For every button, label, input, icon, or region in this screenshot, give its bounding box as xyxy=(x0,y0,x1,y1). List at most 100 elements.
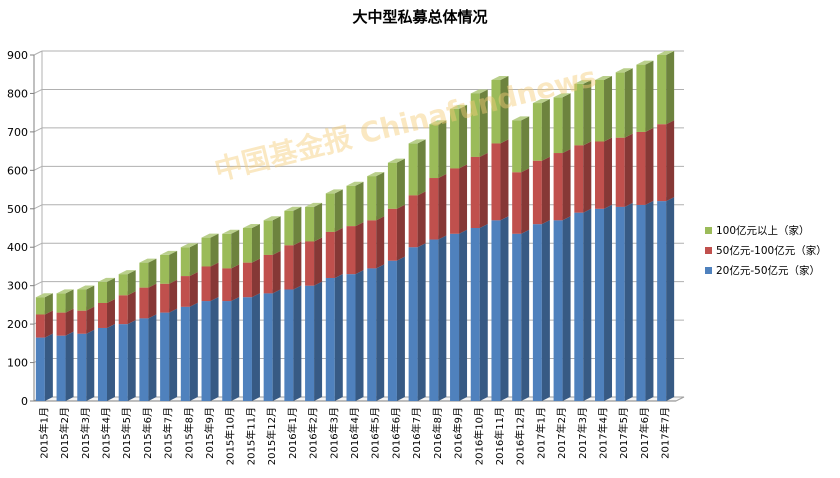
bar-segment xyxy=(201,233,219,267)
bar-stack xyxy=(532,99,550,401)
x-tick-label: 2016年4月 xyxy=(348,407,361,459)
bar-segment xyxy=(160,279,178,313)
legend-item: 20亿元-50亿元（家） xyxy=(705,264,820,277)
bar-segment xyxy=(574,79,592,146)
gridline-depth xyxy=(33,165,43,171)
bar-stack xyxy=(553,93,571,401)
bar-segment xyxy=(160,308,178,401)
bar-segment xyxy=(97,323,115,401)
bar-segment xyxy=(346,222,364,275)
x-tick-labels: 2015年1月 2015年2月 2015年3月 2015年4月 2015年5月 2015年… xyxy=(37,407,671,465)
bar-stack xyxy=(450,104,468,401)
gridline-depth xyxy=(33,242,43,248)
bar-segment xyxy=(97,277,115,303)
bar-stack xyxy=(636,60,654,401)
y-tick-label: 300 xyxy=(7,280,28,293)
legend-item: 100亿元以上（家） xyxy=(705,224,810,237)
bar-segment xyxy=(160,250,178,284)
legend-label: 100亿元以上（家） xyxy=(716,224,810,237)
bar-segment xyxy=(387,256,405,401)
bar-segment xyxy=(284,241,302,290)
bar-stack xyxy=(429,120,447,401)
bar-segment xyxy=(491,216,509,401)
bar-segment xyxy=(450,164,468,234)
bar-segment xyxy=(263,250,281,294)
bar-stack xyxy=(139,258,157,401)
bar-stack xyxy=(595,75,613,401)
bar-segment xyxy=(387,158,405,209)
bar-segment xyxy=(118,270,136,296)
bar-segment xyxy=(553,216,571,401)
bar-segment xyxy=(470,89,488,157)
bar-segment xyxy=(180,243,198,277)
bar-stack xyxy=(242,224,260,401)
gridline-depth xyxy=(33,50,43,56)
x-tick-label: 2015年1月 xyxy=(37,407,50,459)
bar-segment xyxy=(429,120,447,179)
bar-segment xyxy=(532,220,550,401)
bar-segment xyxy=(139,258,157,288)
bar-segment xyxy=(305,237,323,286)
bar-stack xyxy=(657,51,675,401)
bar-stack xyxy=(408,139,426,401)
bar-segment xyxy=(139,283,157,319)
bar-stack xyxy=(387,158,405,401)
bar-segment xyxy=(284,206,302,246)
bar-stack xyxy=(491,75,509,401)
bar-segment xyxy=(553,93,571,154)
bar-segment xyxy=(118,291,136,325)
x-tick-label: 2015年3月 xyxy=(79,407,92,459)
bar-segment xyxy=(77,306,95,334)
x-tick-label: 2016年3月 xyxy=(327,407,340,459)
bar-segment xyxy=(470,152,488,228)
bar-stack xyxy=(35,293,53,401)
y-tick-label: 900 xyxy=(7,49,28,62)
bar-segment xyxy=(263,289,281,401)
bar-stack xyxy=(284,206,302,401)
bar-segment xyxy=(657,120,675,202)
x-tick-label: 2017年7月 xyxy=(659,407,672,459)
bar-stack xyxy=(77,285,95,401)
x-tick-label: 2015年6月 xyxy=(141,407,154,459)
x-tick-label: 2016年2月 xyxy=(307,407,320,459)
x-tick-label: 2016年5月 xyxy=(369,407,382,459)
bar-segment xyxy=(180,302,198,401)
y-tick-label: 200 xyxy=(7,318,28,331)
x-tick-label: 2017年2月 xyxy=(555,407,568,459)
gridline-depth xyxy=(33,127,43,133)
y-tick-label: 500 xyxy=(7,203,28,216)
bar-segment xyxy=(325,227,343,278)
bar-stack xyxy=(56,289,74,401)
bar-segment xyxy=(532,156,550,225)
bar-segment xyxy=(325,273,343,401)
x-tick-label: 2017年1月 xyxy=(534,407,547,459)
bar-segment xyxy=(367,264,385,401)
y-tick-label: 600 xyxy=(7,164,28,177)
legend-swatch xyxy=(705,247,712,254)
x-tick-label: 2015年5月 xyxy=(120,407,133,459)
bar-segment xyxy=(574,141,592,213)
x-tick-label: 2017年6月 xyxy=(638,407,651,459)
bar-segment xyxy=(636,127,654,205)
bar-stack xyxy=(222,229,240,401)
bar-layer xyxy=(35,51,675,401)
x-tick-label: 2016年1月 xyxy=(286,407,299,459)
x-tick-label: 2016年9月 xyxy=(452,407,465,459)
bar-segment xyxy=(35,333,53,401)
bar-segment xyxy=(201,297,219,401)
bar-stack xyxy=(574,79,592,401)
bar-segment xyxy=(77,285,95,311)
bar-segment xyxy=(387,204,405,261)
bar-stack xyxy=(346,181,364,401)
bar-segment xyxy=(242,224,260,263)
bar-segment xyxy=(512,116,530,173)
bar-segment xyxy=(305,281,323,401)
x-tick-label: 2015年4月 xyxy=(99,407,112,459)
bar-segment xyxy=(284,285,302,401)
bar-segment xyxy=(118,320,136,401)
y-tick-label: 100 xyxy=(7,357,28,370)
x-tick-label: 2015年9月 xyxy=(203,407,216,459)
bar-stack xyxy=(615,68,633,401)
x-tick-label: 2015年10月 xyxy=(224,407,237,465)
